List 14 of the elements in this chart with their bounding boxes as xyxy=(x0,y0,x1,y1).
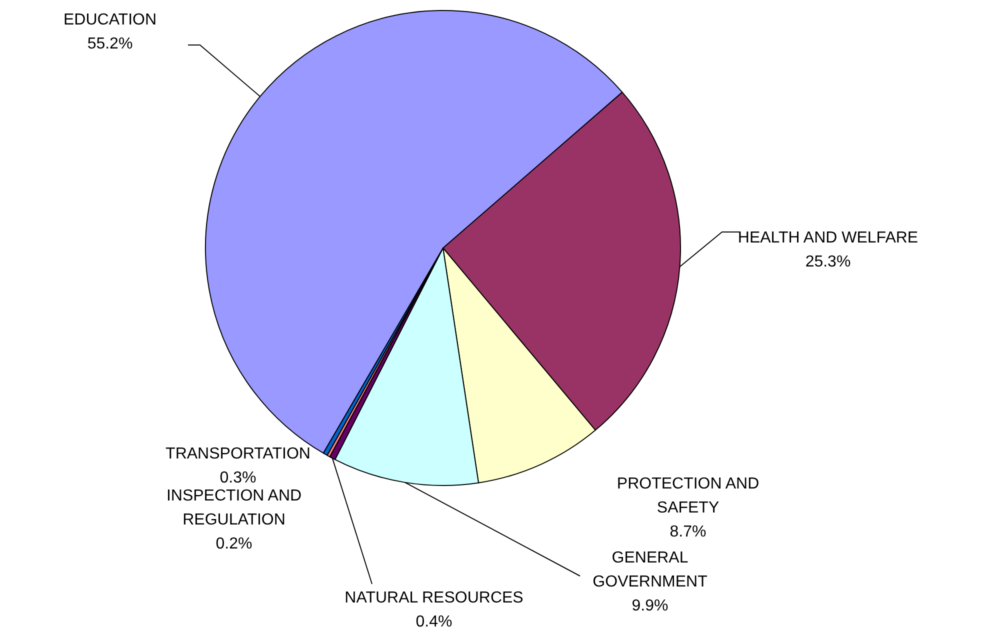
slice-label: GENERAL GOVERNMENT xyxy=(592,549,708,590)
slice-label: PROTECTION AND SAFETY xyxy=(616,475,760,516)
data-label: 0.2% xyxy=(216,535,252,552)
data-label: 25.3% xyxy=(805,253,851,270)
slice-label: EDUCATION xyxy=(63,11,157,28)
slice-label: INSPECTION AND REGULATION xyxy=(166,487,302,528)
data-label: 8.7% xyxy=(670,523,706,540)
data-label: 55.2% xyxy=(87,35,133,52)
data-label: 9.9% xyxy=(632,597,668,614)
slice-label: HEALTH AND WELFARE xyxy=(738,229,918,246)
data-label: 0.4% xyxy=(416,613,452,630)
data-label: 0.3% xyxy=(220,469,256,486)
slice-label: NATURAL RESOURCES xyxy=(344,589,524,606)
slice-label: TRANSPORTATION xyxy=(166,445,310,462)
